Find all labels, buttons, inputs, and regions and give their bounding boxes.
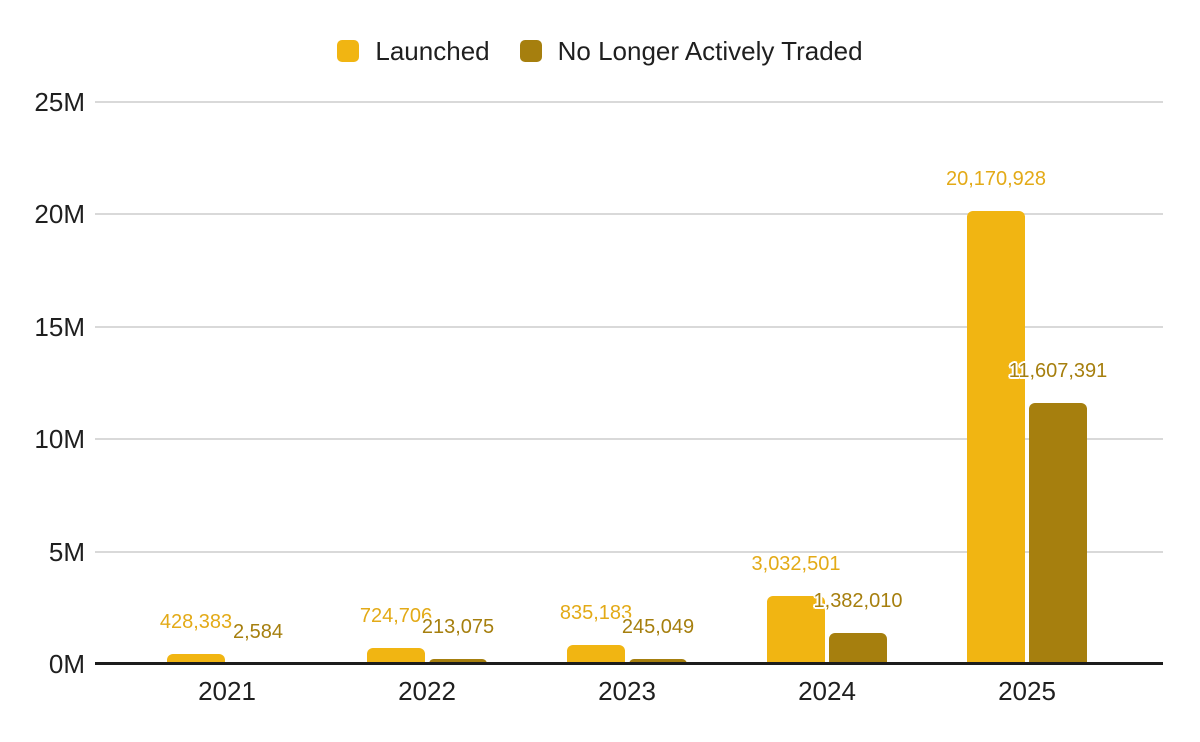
legend-swatch-icon	[337, 40, 360, 62]
bar-launched-2021	[167, 654, 225, 664]
gridline-25M	[95, 101, 1163, 103]
gridline-15M	[95, 325, 1163, 328]
x-tick-label-2023: 2023	[598, 676, 656, 706]
legend-swatch-icon	[519, 40, 542, 62]
y-tick-label-0M: 0M	[48, 649, 85, 679]
gridline-20M	[95, 213, 1163, 216]
gridline-10M	[95, 438, 1163, 441]
data-label-launched-2025: 20,170,928	[945, 167, 1047, 190]
bar-launched-2024	[767, 595, 825, 664]
data-label-inactive-2025: 11,607,391	[1008, 360, 1108, 383]
bar-inactive-2022	[429, 659, 487, 664]
bar-launched-2025	[967, 210, 1025, 664]
y-tick-label-15M: 15M	[34, 311, 85, 342]
data-label-inactive-2021: 2,584	[232, 620, 284, 643]
x-tick-label-2025: 2025	[998, 676, 1056, 706]
chart-legend: Launched No Longer Actively Traded	[0, 36, 1200, 66]
x-tick-label-2021: 2021	[198, 676, 256, 706]
bar-inactive-2023	[629, 658, 687, 664]
data-label-inactive-2023: 245,049	[621, 615, 695, 638]
bar-launched-2022	[367, 647, 425, 664]
legend-item-1: No Longer Actively Traded	[519, 36, 863, 66]
bar-launched-2023	[567, 645, 625, 664]
bar-inactive-2025	[1029, 403, 1087, 664]
data-label-launched-2022: 724,706	[359, 604, 433, 627]
y-tick-label-10M: 10M	[34, 424, 85, 455]
y-tick-label-25M: 25M	[34, 87, 85, 117]
x-axis-line	[95, 662, 1163, 665]
bar-inactive-2024	[829, 632, 887, 664]
data-label-launched-2023: 835,183	[559, 602, 633, 625]
legend-label: No Longer Actively Traded	[557, 36, 863, 66]
x-tick-label-2024: 2024	[798, 676, 856, 706]
plot-area: 428,383 2,584 724,706 213,075 835,183 245,049…	[95, 101, 1163, 665]
legend-label: Launched	[375, 36, 490, 66]
legend-item-0: Launched	[337, 36, 490, 66]
y-tick-label-5M: 5M	[48, 536, 85, 567]
y-tick-label-20M: 20M	[34, 199, 85, 230]
x-tick-label-2022: 2022	[398, 676, 456, 706]
data-label-inactive-2022: 213,075	[421, 616, 495, 639]
data-label-launched-2021: 428,383	[159, 611, 233, 634]
data-label-inactive-2024: 1,382,010	[813, 589, 903, 612]
data-label-launched-2024: 3,032,501	[751, 552, 841, 575]
gridline-5M	[95, 550, 1163, 553]
